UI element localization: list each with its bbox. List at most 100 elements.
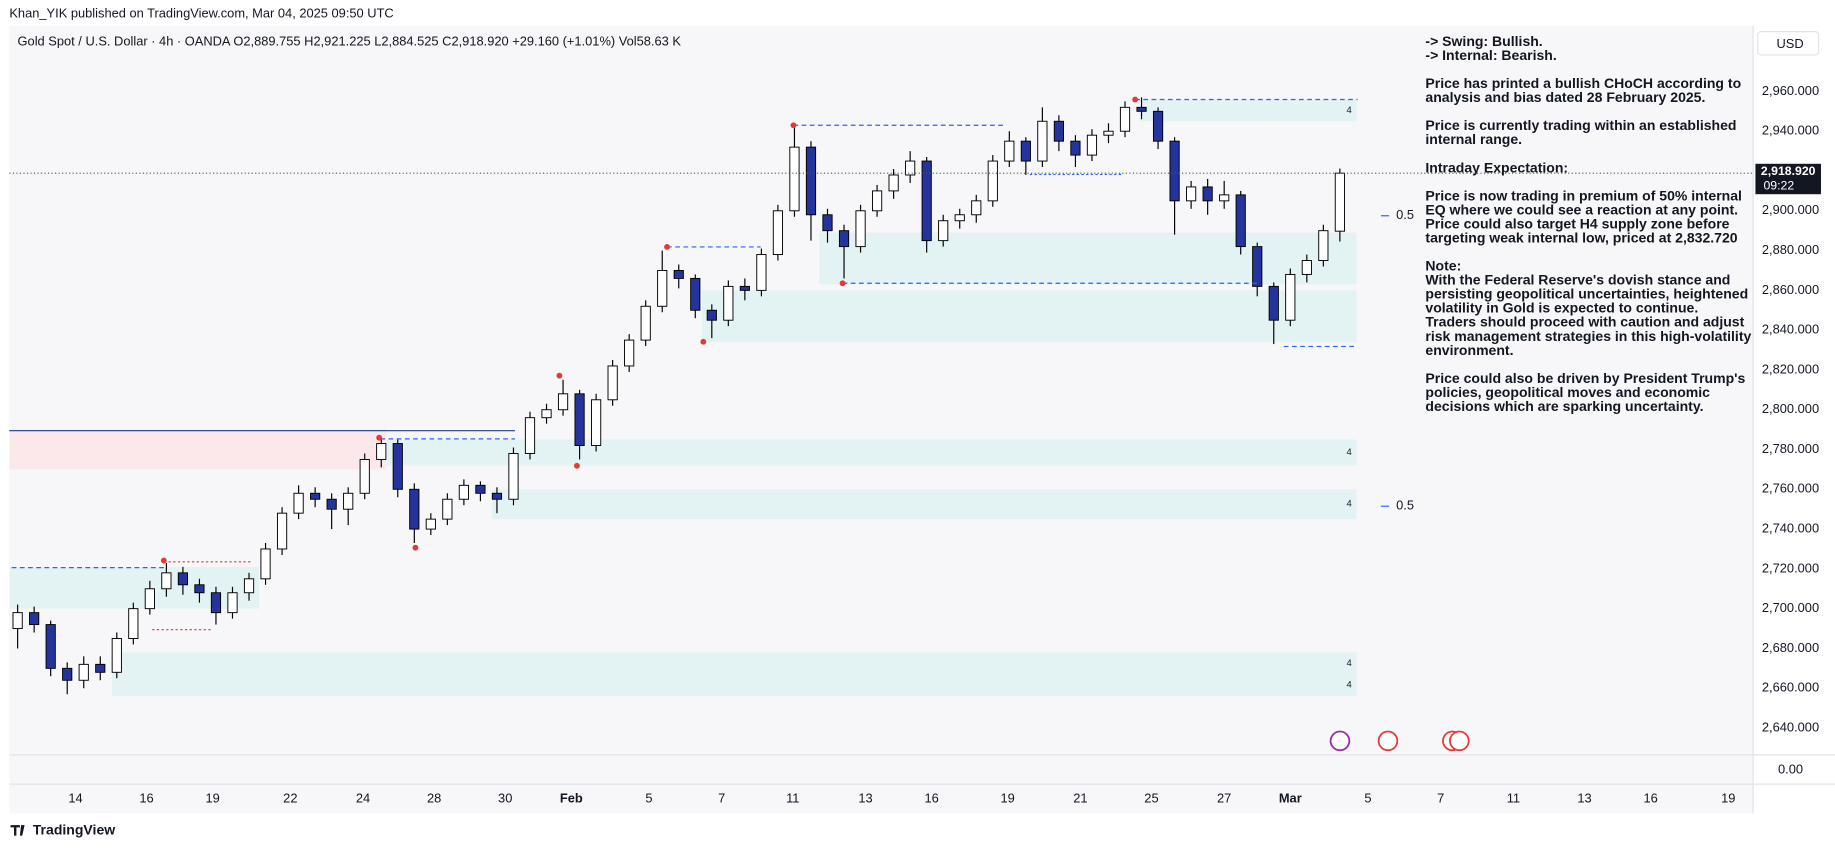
candle-body bbox=[921, 160, 932, 242]
note-line: Intraday Expectation: bbox=[1425, 159, 1568, 175]
event-icons bbox=[1329, 730, 1470, 752]
candle-body bbox=[987, 160, 998, 202]
brand-logo bbox=[10, 825, 25, 836]
y-tick-label: 2,800.000 bbox=[1762, 401, 1819, 416]
zone bbox=[1139, 99, 1357, 122]
y-tick-label: 2,660.000 bbox=[1762, 680, 1819, 695]
currency-button[interactable] bbox=[1757, 31, 1820, 56]
swing-point bbox=[556, 372, 563, 379]
candle-body bbox=[805, 146, 817, 216]
x-tick-label: Mar bbox=[1279, 791, 1302, 806]
candle-body bbox=[293, 492, 304, 514]
zone bbox=[701, 290, 1357, 343]
y-tick-label: 2,860.000 bbox=[1762, 282, 1819, 297]
note-line: Price could also be driven by President … bbox=[1425, 370, 1745, 386]
note-line: With the Federal Reserve's dovish stance… bbox=[1425, 272, 1730, 288]
x-tick-label: 21 bbox=[1073, 791, 1087, 806]
y-tick-label: 2,760.000 bbox=[1762, 481, 1819, 496]
candle-body bbox=[574, 393, 585, 446]
y-tick-label: 2,640.000 bbox=[1762, 719, 1819, 734]
candle-body bbox=[392, 443, 403, 490]
candle-body bbox=[888, 174, 899, 192]
candle-body bbox=[591, 399, 602, 446]
candle-body bbox=[1268, 285, 1279, 321]
candle-body bbox=[458, 484, 469, 500]
candle-body bbox=[640, 305, 651, 341]
x-tick-label: 7 bbox=[1437, 791, 1444, 806]
volume-axis-label: 0.00 bbox=[1778, 761, 1803, 776]
publisher: Khan_YIK published on TradingView.com, M… bbox=[9, 5, 393, 20]
candle-body bbox=[607, 365, 618, 401]
candle-body bbox=[227, 592, 238, 614]
brand: TradingView bbox=[33, 822, 115, 838]
note-line: persisting geopolitical uncertainties, h… bbox=[1425, 286, 1748, 302]
candle-body bbox=[359, 458, 370, 494]
candle-body bbox=[161, 572, 172, 590]
x-tick-label: 5 bbox=[1364, 791, 1371, 806]
countdown: 09:22 bbox=[1763, 178, 1794, 192]
candle-body bbox=[524, 417, 536, 454]
candle-body bbox=[1235, 194, 1246, 248]
zone-label: 4 bbox=[1347, 499, 1352, 509]
candle-body bbox=[144, 588, 155, 610]
candle-body bbox=[789, 146, 800, 212]
candle-body bbox=[1152, 110, 1164, 142]
candle-body bbox=[62, 667, 73, 681]
currency: USD bbox=[1776, 36, 1803, 51]
y-tick-label: 2,780.000 bbox=[1762, 441, 1819, 456]
candle-body bbox=[772, 210, 784, 256]
candle-body bbox=[1252, 246, 1263, 287]
last-price-label: 2,918.920 bbox=[1761, 164, 1816, 178]
candle-body bbox=[541, 409, 552, 419]
x-tick-label: 30 bbox=[498, 791, 512, 806]
candle-body bbox=[78, 663, 89, 681]
zone bbox=[491, 489, 1357, 520]
event-icon[interactable] bbox=[1329, 730, 1351, 752]
candle-body bbox=[1301, 260, 1312, 275]
x-tick-label: 19 bbox=[1721, 791, 1735, 806]
chart-title: Gold Spot / U.S. Dollar · 4h · OANDA O2,… bbox=[18, 34, 682, 49]
note-line: Price is now trading in premium of 50% i… bbox=[1425, 187, 1742, 203]
candle-body bbox=[905, 160, 916, 176]
candle-body bbox=[739, 285, 750, 291]
candle-body bbox=[243, 578, 255, 594]
note-line: Traders should proceed with caution and … bbox=[1425, 314, 1744, 330]
zone-label: 4 bbox=[1347, 105, 1352, 115]
note-line: Price is currently trading within an est… bbox=[1425, 117, 1736, 133]
y-tick-label: 2,820.000 bbox=[1762, 361, 1819, 376]
event-icon[interactable] bbox=[1377, 730, 1399, 752]
note-line: -> Internal: Bearish. bbox=[1425, 47, 1556, 63]
candle-body bbox=[706, 309, 717, 321]
y-tick-label: 2,700.000 bbox=[1762, 600, 1819, 615]
x-tick-label: 27 bbox=[1217, 791, 1231, 806]
note-line: -> Swing: Bullish. bbox=[1425, 33, 1542, 49]
candle-body bbox=[95, 663, 106, 673]
candle-body bbox=[1318, 230, 1329, 261]
candle-body bbox=[657, 270, 668, 307]
eq-level-label: 0.5 bbox=[1396, 498, 1414, 513]
swing-point bbox=[790, 122, 797, 129]
event-icon[interactable] bbox=[1449, 730, 1470, 752]
y-tick-label: 2,720.000 bbox=[1762, 560, 1819, 575]
zone bbox=[386, 439, 1357, 466]
candle-body bbox=[971, 200, 982, 216]
candle-body bbox=[326, 498, 337, 510]
note-line: decisions which are sparking uncertainty… bbox=[1425, 398, 1703, 414]
swing-point bbox=[664, 244, 670, 250]
x-tick-label: 16 bbox=[924, 791, 938, 806]
eq-level-label: 0.5 bbox=[1396, 207, 1414, 222]
candle-body bbox=[855, 210, 866, 248]
candle-body bbox=[1136, 106, 1147, 112]
structure-lines bbox=[9, 98, 1358, 631]
y-tick-label: 2,680.000 bbox=[1762, 640, 1819, 655]
candle-body bbox=[310, 492, 321, 500]
candle-body bbox=[1103, 130, 1114, 136]
x-tick-label: 13 bbox=[1577, 791, 1591, 806]
candle-body bbox=[1169, 140, 1180, 202]
candle-body bbox=[425, 518, 436, 530]
candle-body bbox=[177, 572, 189, 586]
candle-body bbox=[938, 220, 949, 242]
zone bbox=[819, 232, 1357, 285]
candle-body bbox=[690, 277, 701, 311]
